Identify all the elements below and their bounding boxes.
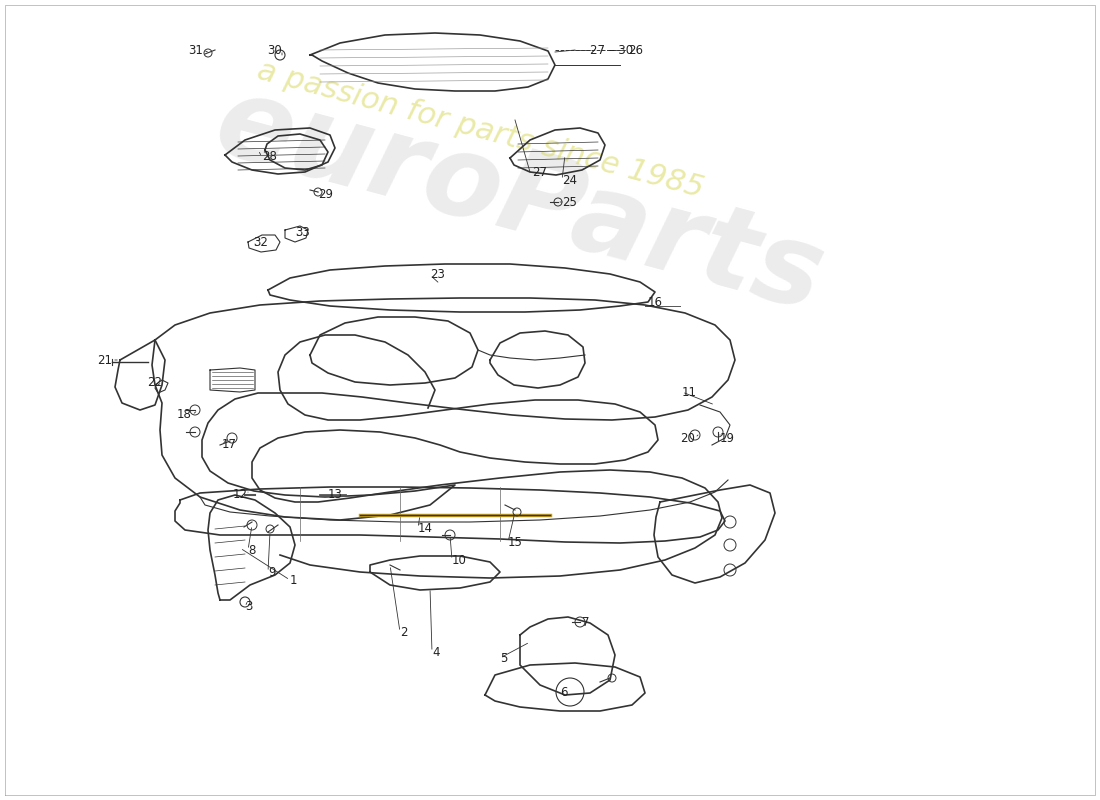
Text: 23: 23 xyxy=(430,269,444,282)
Text: 1: 1 xyxy=(290,574,297,586)
Text: 19: 19 xyxy=(720,431,735,445)
Text: 15: 15 xyxy=(508,535,522,549)
Text: 11: 11 xyxy=(682,386,697,398)
Text: 31: 31 xyxy=(188,43,204,57)
Text: 20: 20 xyxy=(680,431,695,445)
Text: 10: 10 xyxy=(452,554,466,566)
Text: 29: 29 xyxy=(318,189,333,202)
Text: 32: 32 xyxy=(253,235,268,249)
Text: a passion for parts since 1985: a passion for parts since 1985 xyxy=(254,56,706,204)
Text: 12: 12 xyxy=(233,489,248,502)
Text: 9: 9 xyxy=(268,566,275,578)
Text: 25: 25 xyxy=(562,195,576,209)
Text: 18: 18 xyxy=(177,409,192,422)
Text: 22: 22 xyxy=(147,375,162,389)
Text: 17: 17 xyxy=(222,438,236,451)
Text: 6: 6 xyxy=(560,686,568,698)
Text: 4: 4 xyxy=(432,646,440,658)
Text: 2: 2 xyxy=(400,626,407,638)
Text: 24: 24 xyxy=(562,174,578,186)
Text: 28: 28 xyxy=(262,150,277,163)
Text: 26: 26 xyxy=(628,43,643,57)
Text: 7: 7 xyxy=(582,615,590,629)
Text: 14: 14 xyxy=(418,522,433,534)
Text: 33: 33 xyxy=(295,226,310,238)
Text: 27 – 30: 27 – 30 xyxy=(590,43,634,57)
Text: 5: 5 xyxy=(500,651,507,665)
Text: 30: 30 xyxy=(267,43,282,57)
Text: euroParts: euroParts xyxy=(205,66,836,334)
Text: 3: 3 xyxy=(245,601,252,614)
Text: 27: 27 xyxy=(532,166,547,178)
Text: 21: 21 xyxy=(97,354,112,366)
Text: 13: 13 xyxy=(328,489,343,502)
Text: 8: 8 xyxy=(248,543,255,557)
Text: 16: 16 xyxy=(648,297,663,310)
